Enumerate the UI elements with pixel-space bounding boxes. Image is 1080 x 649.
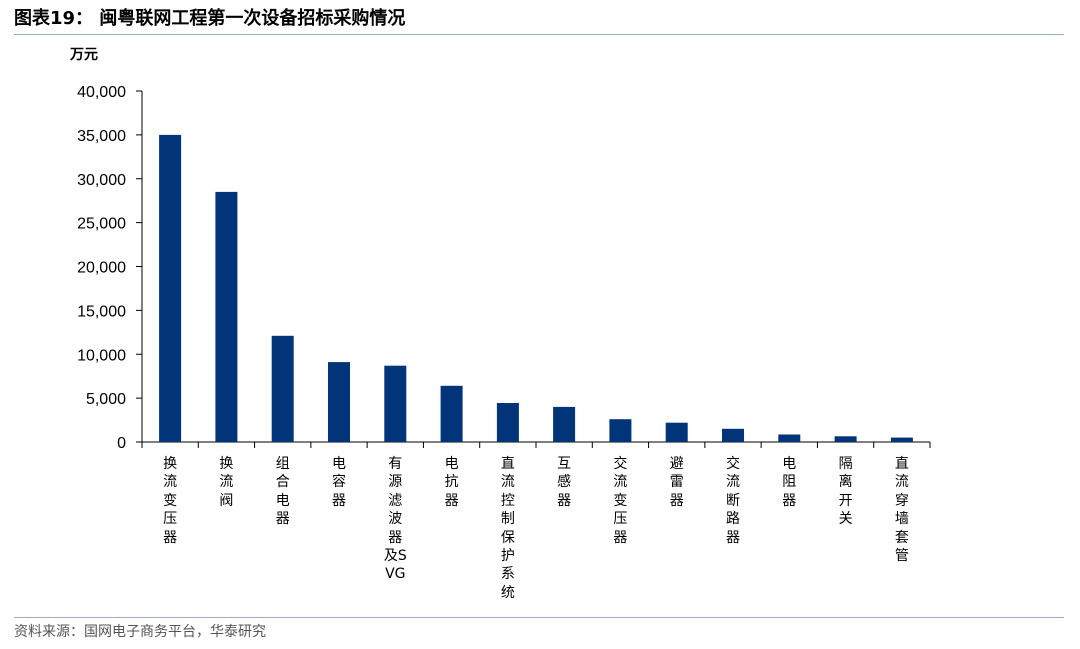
x-category-label: 换流变压器 xyxy=(163,456,178,546)
x-category-label: 直流控制保护系统 xyxy=(500,456,515,601)
x-category-label: 交流变压器 xyxy=(613,456,628,546)
x-category-label: 交流断路器 xyxy=(726,456,740,546)
x-category-label: 有源滤波器及SVG xyxy=(383,456,407,583)
x-category-label: 组合电器 xyxy=(275,456,290,528)
x-category-label: 电容器 xyxy=(332,456,346,509)
y-axis-unit-label: 万元 xyxy=(70,47,98,63)
y-tick-label: 20,000 xyxy=(77,260,126,277)
x-category-label: 直流穿墙套管 xyxy=(894,456,909,565)
y-tick-label: 15,000 xyxy=(77,303,126,320)
x-category-label: 电抗器 xyxy=(444,456,459,509)
x-category-label: 互感器 xyxy=(557,456,572,509)
y-tick-label: 35,000 xyxy=(77,128,126,145)
x-category-label: 隔离开关 xyxy=(838,456,853,528)
bar-13 xyxy=(834,436,857,442)
y-tick-label: 25,000 xyxy=(77,216,126,233)
x-category-label: 电阻器 xyxy=(782,456,797,509)
title-divider xyxy=(14,34,1064,35)
bar-1 xyxy=(159,134,182,442)
bar-9 xyxy=(609,419,632,442)
bar-12 xyxy=(778,434,801,442)
y-tick-label: 30,000 xyxy=(77,172,126,189)
x-category-label: 避雷器 xyxy=(669,456,684,509)
y-tick-label: 5,000 xyxy=(86,391,126,408)
bar-6 xyxy=(440,385,463,442)
bar-10 xyxy=(665,422,688,442)
bar-5 xyxy=(384,365,407,442)
bar-7 xyxy=(496,403,519,442)
figure-title: 图表19： 闽粤联网工程第一次设备招标采购情况 xyxy=(14,8,406,29)
bar-3 xyxy=(271,335,294,442)
y-tick-label: 0 xyxy=(117,435,126,452)
bar-8 xyxy=(553,406,576,442)
bar-4 xyxy=(328,362,350,442)
source-divider xyxy=(14,617,1064,618)
bar-11 xyxy=(722,428,744,442)
bar-14 xyxy=(890,437,913,442)
x-category-label: 换流阀 xyxy=(219,456,234,509)
source-note: 资料来源：国网电子商务平台，华泰研究 xyxy=(14,624,266,640)
y-tick-label: 40,000 xyxy=(77,84,126,101)
bar-2 xyxy=(215,191,238,442)
y-tick-label: 10,000 xyxy=(77,347,126,364)
